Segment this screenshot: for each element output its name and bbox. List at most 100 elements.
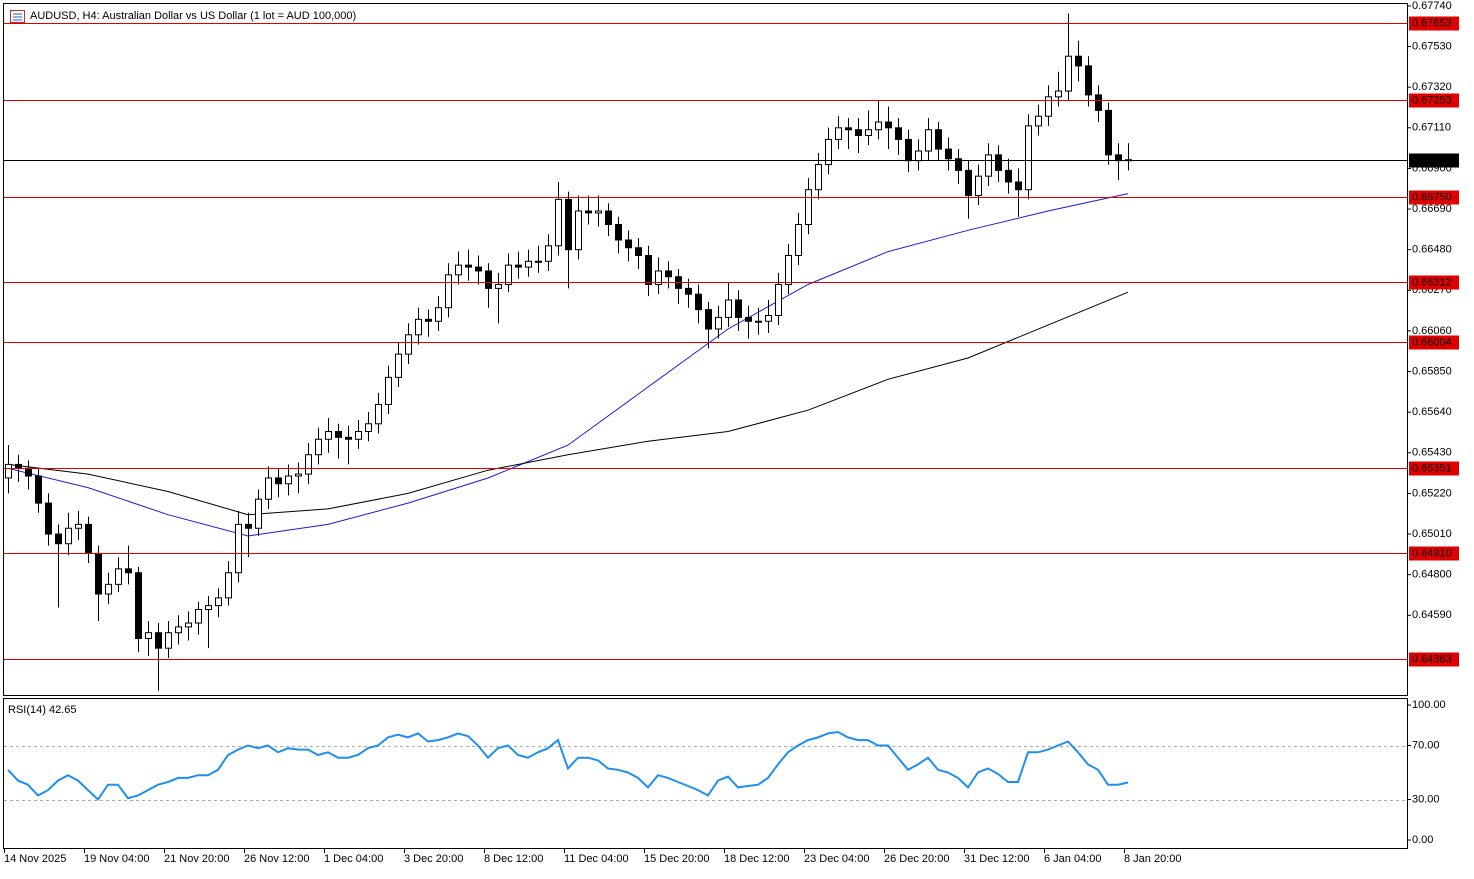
candle-body — [555, 198, 562, 247]
rsi-panel — [3, 698, 1408, 849]
candle-body — [195, 608, 202, 624]
candle-body — [235, 523, 242, 574]
candle-body — [655, 270, 662, 286]
candle-body — [1035, 115, 1042, 127]
candle-body — [885, 121, 892, 129]
candle-body — [965, 169, 972, 197]
x-tick-label: 8 Dec 12:00 — [484, 853, 543, 865]
candle-body — [535, 260, 542, 263]
candle-body — [45, 502, 52, 535]
candle-body — [265, 477, 272, 500]
y-tick-label: 70.00 — [1412, 739, 1440, 751]
y-tick-label: 0.65220 — [1412, 487, 1452, 499]
y-tick-label: 0.66060 — [1412, 325, 1452, 337]
candle-body — [215, 597, 222, 607]
moving-average — [7, 291, 1129, 516]
candle-body — [55, 533, 62, 545]
candle-body — [145, 632, 152, 640]
candle-body — [665, 270, 672, 278]
x-tick-label: 26 Dec 20:00 — [884, 853, 949, 865]
candle-body — [615, 224, 622, 241]
candle-body — [1105, 109, 1112, 156]
candle-body — [735, 299, 742, 318]
candle-body — [75, 523, 82, 529]
candle-body — [455, 264, 462, 276]
x-tick-label: 21 Nov 20:00 — [164, 853, 229, 865]
y-tick-label: 0.65850 — [1412, 365, 1452, 377]
candle-body — [865, 129, 872, 137]
candle-body — [775, 284, 782, 316]
x-tick-label: 19 Nov 04:00 — [84, 853, 149, 865]
price-level-box — [1409, 652, 1459, 667]
x-tick-label: 1 Dec 04:00 — [324, 853, 383, 865]
candle-body — [625, 239, 632, 249]
y-tick-label: 0.64590 — [1412, 609, 1452, 621]
candle-body — [585, 210, 592, 214]
candle-body — [425, 318, 432, 322]
price-level-label: 0.67253 — [1412, 94, 1452, 106]
candle-body — [1005, 169, 1012, 183]
candle-body — [645, 254, 652, 286]
candle-body — [575, 210, 582, 251]
candle-body — [1045, 96, 1052, 117]
x-tick-label: 31 Dec 12:00 — [964, 853, 1029, 865]
candle-body — [295, 473, 302, 477]
price-level-label: 0.65351 — [1412, 462, 1452, 474]
candle-body — [855, 129, 862, 137]
candle-body — [1075, 55, 1082, 67]
candle-body — [765, 314, 772, 322]
candle-body — [995, 154, 1002, 171]
candle-body — [305, 454, 312, 475]
candle-body — [895, 127, 902, 140]
candle-body — [35, 475, 42, 504]
candle-body — [185, 622, 192, 628]
rsi-title: RSI(14) 42.65 — [8, 704, 76, 716]
candle-body — [1115, 154, 1122, 162]
candle-body — [135, 572, 142, 640]
candle-body — [165, 632, 172, 649]
price-level-label: 0.66750 — [1412, 191, 1452, 203]
price-level-box — [1409, 190, 1459, 205]
candle-body — [175, 626, 182, 634]
candle-body — [445, 274, 452, 309]
candle-body — [475, 266, 482, 272]
price-level-label: 0.64363 — [1412, 653, 1452, 665]
candle-body — [745, 316, 752, 322]
candle-body — [945, 148, 952, 160]
candle-body — [1095, 94, 1102, 111]
price-level-label: 0.66312 — [1412, 276, 1452, 288]
y-tick-label: 0.65430 — [1412, 447, 1452, 459]
x-tick-label: 8 Jan 20:00 — [1124, 853, 1182, 865]
x-tick-label: 6 Jan 04:00 — [1044, 853, 1102, 865]
candle-body — [465, 264, 472, 268]
candle-body — [985, 154, 992, 177]
x-tick-label: 26 Nov 12:00 — [244, 853, 309, 865]
y-tick-label: 0.64800 — [1412, 569, 1452, 581]
y-tick-label: 0.65010 — [1412, 528, 1452, 540]
candle-body — [205, 605, 212, 610]
candle-body — [485, 270, 492, 289]
main-panel — [3, 3, 1408, 696]
candle-body — [825, 138, 832, 166]
candle-body — [115, 568, 122, 585]
candle-body — [495, 284, 502, 289]
candle-body — [365, 423, 372, 433]
candle-body — [325, 431, 332, 440]
y-tick-label: 30.00 — [1412, 793, 1440, 805]
rsi-line — [7, 730, 1129, 802]
chart-title: AUDUSD, H4: Australian Dollar vs US Doll… — [30, 10, 356, 22]
candle-body — [935, 129, 942, 150]
y-tick-label: 0.67110 — [1412, 122, 1451, 134]
candle-body — [405, 334, 412, 355]
symbol-icon — [10, 10, 25, 23]
candle-body — [25, 467, 32, 477]
candle-body — [1085, 65, 1092, 96]
candle-body — [1025, 125, 1032, 191]
candle-body — [1015, 181, 1022, 191]
candle-body — [725, 299, 732, 318]
candle-body — [685, 287, 692, 295]
x-tick-label: 18 Dec 12:00 — [724, 853, 789, 865]
candle-body — [335, 431, 342, 438]
candle-body — [835, 127, 842, 140]
candle-body — [925, 129, 932, 152]
